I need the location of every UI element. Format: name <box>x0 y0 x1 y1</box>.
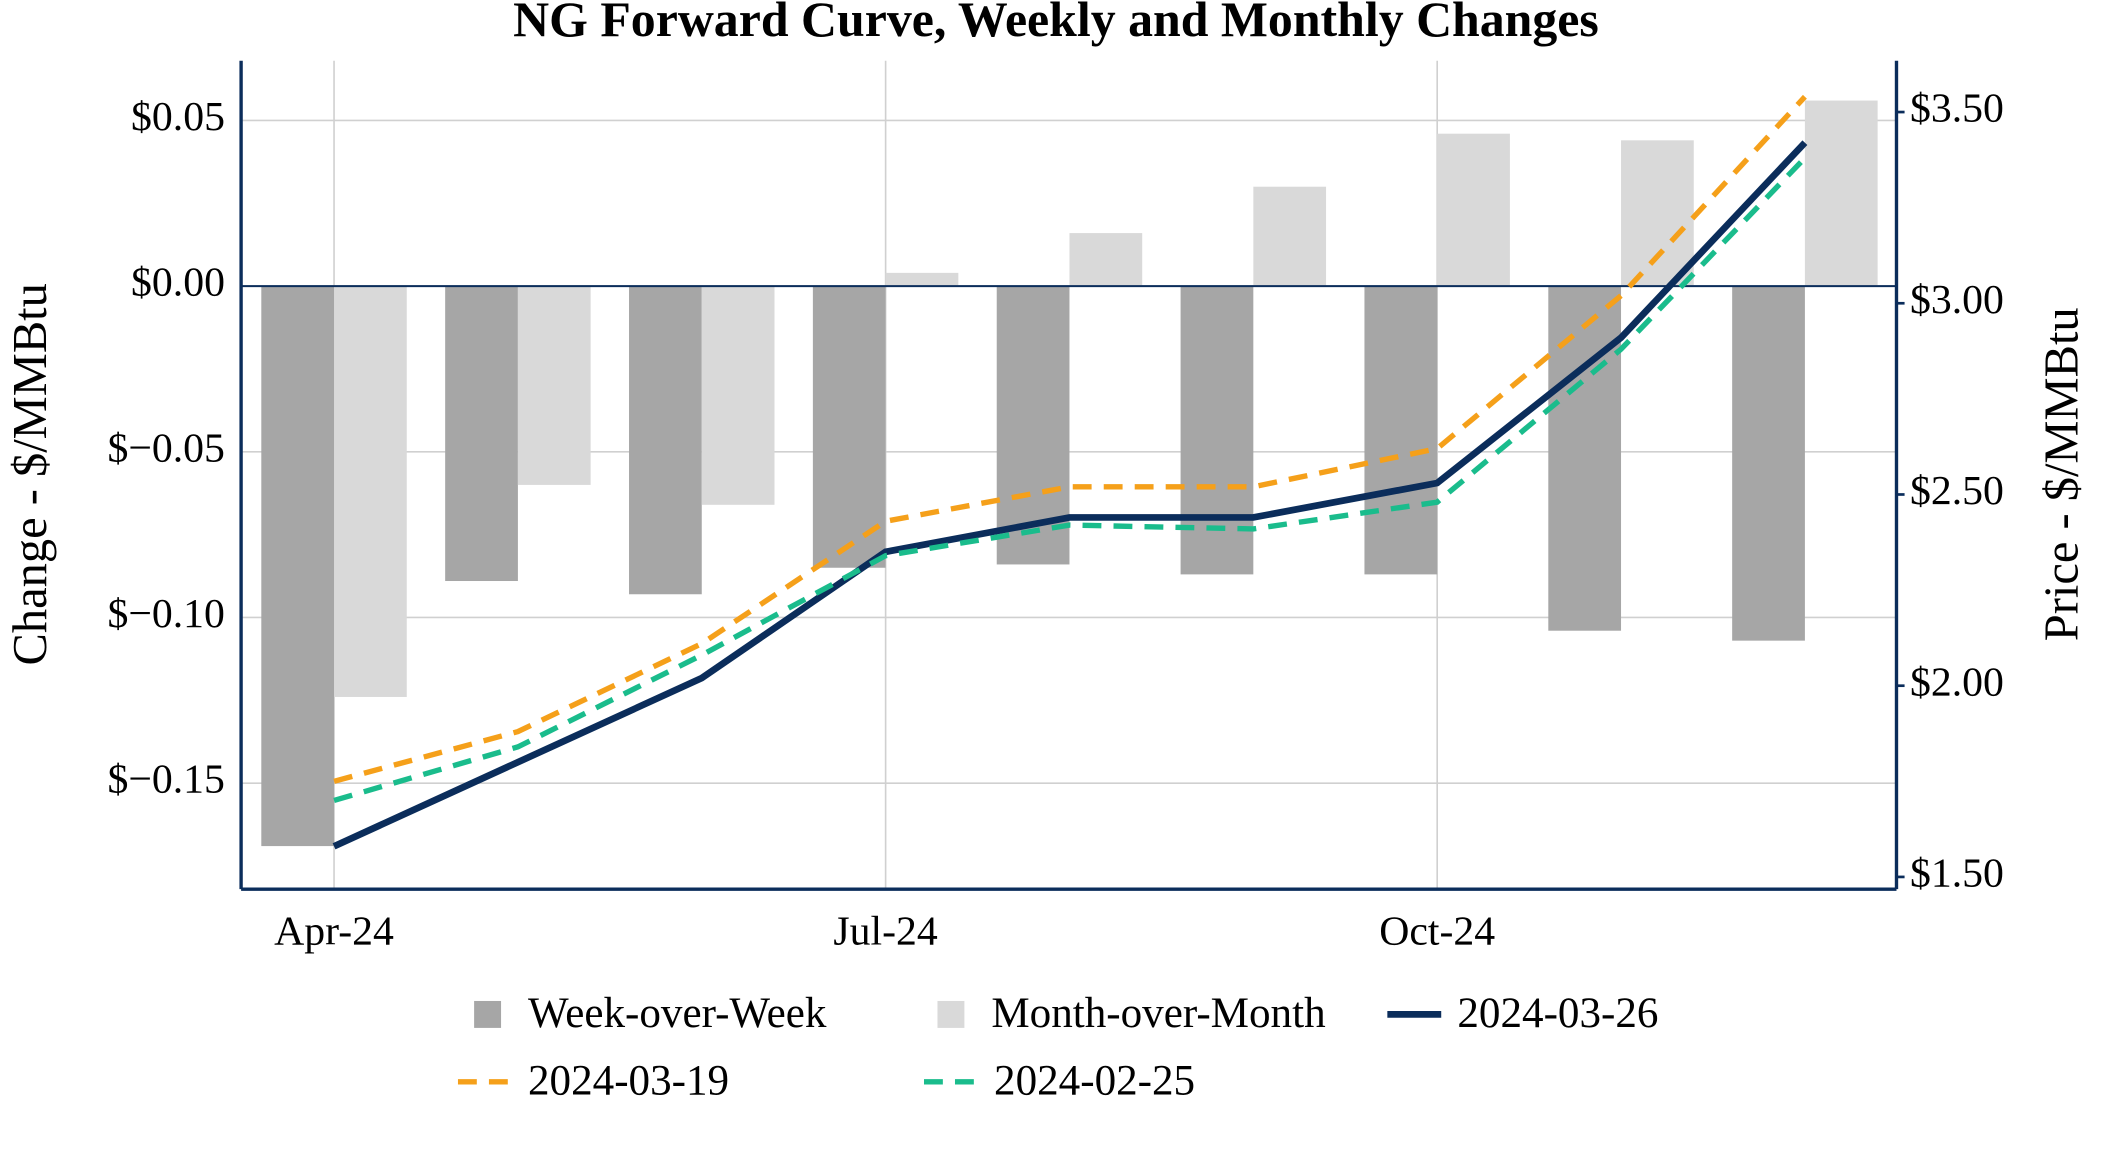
legend-label: 2024-03-26 <box>1457 990 1658 1037</box>
bar <box>1804 100 1878 287</box>
bar <box>1621 140 1694 287</box>
bar <box>1437 133 1510 287</box>
bar <box>885 272 959 287</box>
bar <box>1253 186 1327 287</box>
y2-tick-label: $2.50 <box>1910 468 2004 514</box>
legend-label: Month-over-Month <box>991 990 1325 1037</box>
legend-swatch <box>474 1000 502 1028</box>
y-tick-label: $−0.15 <box>107 757 224 803</box>
legend-label: 2024-02-25 <box>994 1057 1195 1104</box>
line <box>333 156 1807 804</box>
legend-label: 2024-03-19 <box>528 1057 729 1104</box>
y-tick-label: $0.05 <box>131 94 225 140</box>
chart-title: NG Forward Curve, Weekly and Monthly Cha… <box>513 0 1599 47</box>
bar <box>445 286 518 582</box>
bar <box>812 286 886 568</box>
y-tick-label: $−0.10 <box>107 591 224 637</box>
y2-axis-label: Price - $/MMBtu <box>2035 307 2088 641</box>
x-tick-label: Oct-24 <box>1379 909 1495 955</box>
y-tick-label: $0.00 <box>131 260 225 306</box>
y2-tick-label: $3.50 <box>1910 86 2004 132</box>
y2-tick-label: $2.00 <box>1910 659 2004 705</box>
legend-label: Week-over-Week <box>528 990 827 1037</box>
bar <box>1364 286 1438 575</box>
bar <box>1069 233 1143 287</box>
bar <box>701 286 775 505</box>
bar <box>334 286 407 697</box>
x-tick-label: Jul-24 <box>833 909 937 955</box>
bar <box>517 286 591 485</box>
y-tick-label: $−0.05 <box>107 425 224 471</box>
line <box>332 140 1808 850</box>
bar <box>261 286 335 847</box>
bar <box>1548 286 1622 631</box>
x-tick-label: Apr-24 <box>274 909 394 955</box>
legend-swatch <box>937 1000 965 1028</box>
y2-tick-label: $1.50 <box>1910 851 2004 897</box>
y2-tick-label: $3.00 <box>1910 277 2004 323</box>
bar <box>629 286 702 595</box>
line <box>333 94 1807 784</box>
bar <box>1732 286 1805 641</box>
y-axis-label: Change - $/MMBtu <box>4 283 57 665</box>
